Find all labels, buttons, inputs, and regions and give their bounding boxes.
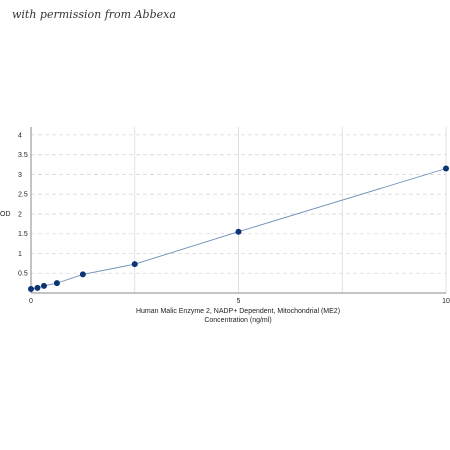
data-point-4 — [79, 271, 86, 278]
y-tick-label-3: 2 — [18, 211, 22, 218]
y-tick-label-1: 1 — [18, 251, 22, 258]
data-points — [28, 165, 449, 293]
x-axis-label-line2: Concentration (ng/ml) — [204, 317, 271, 324]
y-tick-label-0: 0.5 — [18, 271, 28, 278]
watermark: with permission from Abbexa — [12, 8, 176, 21]
data-point-1 — [34, 284, 41, 291]
data-point-7 — [443, 165, 449, 172]
x-tick-label-2: 10 — [442, 298, 450, 305]
data-point-2 — [40, 282, 47, 289]
x-tick-labels: 0 5 10 — [29, 298, 450, 305]
axes — [30, 127, 446, 294]
data-point-0 — [28, 286, 34, 293]
y-tick-label-2: 1.5 — [18, 231, 28, 238]
y-tick-label-7: 4 — [18, 132, 22, 139]
y-tick-label-6: 3.5 — [18, 152, 28, 159]
y-tick-labels: 0.5 1 1.5 2 2.5 3 3.5 4 — [18, 132, 28, 277]
y-tick-label-5: 3 — [18, 172, 22, 179]
y-axis-label: OD — [0, 211, 11, 218]
data-point-3 — [53, 280, 60, 287]
x-tick-label-1: 5 — [237, 298, 241, 305]
x-tick-label-0: 0 — [29, 298, 33, 305]
data-point-6 — [235, 228, 242, 235]
x-axis-label-line1: Human Malic Enzyme 2, NADP+ Dependent, M… — [136, 308, 340, 315]
y-tick-label-4: 2.5 — [18, 192, 28, 199]
data-point-5 — [131, 261, 138, 268]
grid — [31, 127, 447, 293]
